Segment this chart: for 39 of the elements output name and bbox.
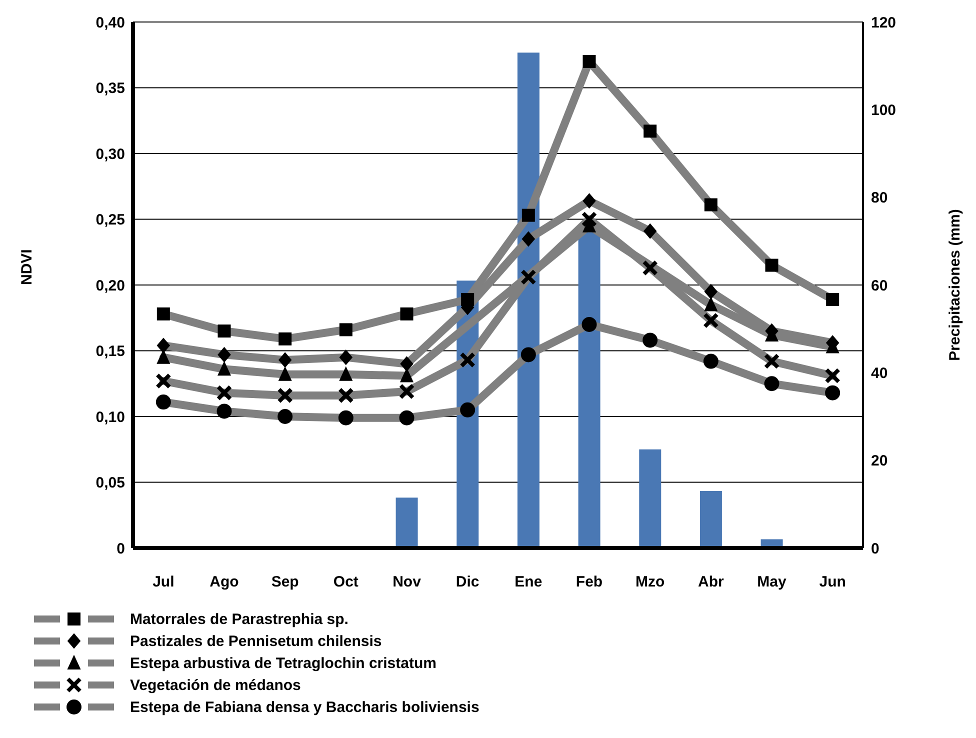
y2-tick-label: 60: [871, 277, 888, 294]
x-tick-label: Mzo: [635, 574, 665, 591]
y-tick-label: 0,10: [96, 408, 125, 426]
legend-label: Vegetación de médanos: [130, 676, 301, 694]
legend-label: Estepa arbustiva de Tetraglochin cristatum: [130, 654, 436, 672]
x-tick-label: Sep: [271, 574, 299, 591]
legend-label: Pastizales de Pennisetum chilensis: [130, 632, 382, 650]
x-tick-label: Feb: [576, 574, 603, 591]
y-tick-label: 0,40: [96, 14, 125, 32]
x-tick-label: Abr: [698, 574, 724, 591]
bar: [396, 498, 418, 548]
y2-tick-label: 80: [871, 190, 888, 207]
y-tick-label: 0,20: [96, 277, 125, 294]
y-axis-title: NDVI: [18, 249, 36, 285]
y-tick-label: 0,15: [96, 343, 125, 360]
y-tick-label: 0,25: [96, 212, 125, 229]
x-tick-label: May: [757, 574, 787, 591]
x-tick-label: Jun: [819, 574, 846, 591]
y2-tick-label: 0: [871, 540, 880, 558]
y2-tick-label: 120: [871, 14, 896, 32]
y2-tick-label: 100: [871, 102, 896, 119]
y2-tick-label: 40: [871, 364, 888, 382]
y-tick-label: 0,35: [96, 80, 125, 98]
legend-label: Estepa de Fabiana densa y Baccharis boliviensis: [130, 698, 480, 716]
y-tick-label: 0,05: [96, 474, 125, 492]
x-tick-label: Ago: [210, 574, 239, 591]
bar: [578, 232, 600, 548]
x-tick-label: Jul: [152, 574, 174, 591]
y2-tick-label: 20: [871, 452, 888, 470]
x-tick-label: Dic: [456, 574, 480, 591]
legend-label: Matorrales de Parastrephia sp.: [130, 610, 348, 628]
y-tick-label: 0: [116, 540, 125, 558]
x-tick-label: Oct: [333, 574, 358, 591]
x-tick-label: Nov: [392, 574, 422, 591]
y2-axis-title: Precipitaciones (mm): [946, 209, 964, 361]
y-tick-label: 0,30: [96, 146, 125, 163]
bar: [700, 491, 722, 548]
x-tick-label: Ene: [514, 574, 542, 591]
bar: [639, 449, 662, 548]
